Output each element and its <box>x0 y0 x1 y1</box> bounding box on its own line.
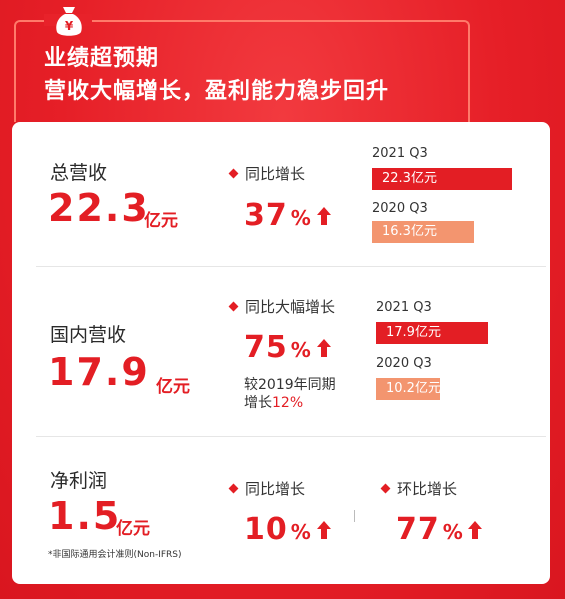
total-revenue-growth-value: 37% <box>244 198 312 233</box>
section-divider <box>36 436 546 437</box>
headline-line-2: 营收大幅增长，盈利能力稳步回升 <box>44 79 390 104</box>
net-profit-label: 净利润 <box>50 470 108 492</box>
bar-2021-q3: 17.9亿元 <box>376 322 488 344</box>
diamond-bullet-icon <box>228 168 239 179</box>
up-arrow-icon <box>317 339 331 357</box>
header-frame <box>14 20 470 122</box>
bar-2021-q3: 22.3亿元 <box>372 168 512 190</box>
bar-period-label: 2020 Q3 <box>372 201 428 216</box>
domestic-revenue-growth-label: 同比大幅增长 <box>228 296 335 317</box>
vertical-separator <box>354 510 355 522</box>
total-revenue-unit: 亿元 <box>144 211 178 231</box>
total-revenue-value: 22.3 <box>48 186 150 230</box>
money-bag-icon: ¥ <box>54 4 84 38</box>
footnote: *非国际通用会计准则(Non-IFRS) <box>48 550 182 560</box>
net-profit-qoq-label: 环比增长 <box>380 478 457 499</box>
note-line-1: 较2019年同期 <box>244 377 336 393</box>
section-divider <box>36 266 546 267</box>
domestic-revenue-growth-value: 75% <box>244 330 312 365</box>
net-profit-unit: 亿元 <box>116 519 150 539</box>
total-revenue-growth-label: 同比增长 <box>228 163 305 184</box>
total-revenue-label: 总营收 <box>50 162 108 184</box>
headline-line-1: 业绩超预期 <box>44 46 160 71</box>
diamond-bullet-icon <box>228 301 239 312</box>
note-line-2: 增长12% <box>244 395 304 411</box>
net-profit-yoy-value: 10% <box>244 512 312 547</box>
up-arrow-icon <box>468 521 482 539</box>
bar-2020-q3: 10.2亿元 <box>376 378 441 400</box>
bar-period-label: 2020 Q3 <box>376 356 432 371</box>
diamond-bullet-icon <box>380 483 391 494</box>
bar-2020-q3: 16.3亿元 <box>372 221 474 243</box>
diamond-bullet-icon <box>228 483 239 494</box>
domestic-revenue-note: 较2019年同期 增长12% <box>244 376 336 412</box>
headline: 业绩超预期 营收大幅增长，盈利能力稳步回升 <box>44 42 389 108</box>
domestic-revenue-label: 国内营收 <box>50 324 127 346</box>
bar-period-label: 2021 Q3 <box>376 300 432 315</box>
results-card: 总营收 22.3 亿元 同比增长 37% 2021 Q3 22.3亿元 2020… <box>12 122 550 584</box>
up-arrow-icon <box>317 521 331 539</box>
bar-period-label: 2021 Q3 <box>372 146 428 161</box>
up-arrow-icon <box>317 207 331 225</box>
net-profit-yoy-label: 同比增长 <box>228 478 305 499</box>
currency-symbol: ¥ <box>65 19 74 33</box>
net-profit-qoq-value: 77% <box>396 512 464 547</box>
domestic-revenue-unit: 亿元 <box>156 377 190 397</box>
domestic-revenue-value: 17.9 <box>48 350 150 394</box>
net-profit-value: 1.5 <box>48 494 122 538</box>
